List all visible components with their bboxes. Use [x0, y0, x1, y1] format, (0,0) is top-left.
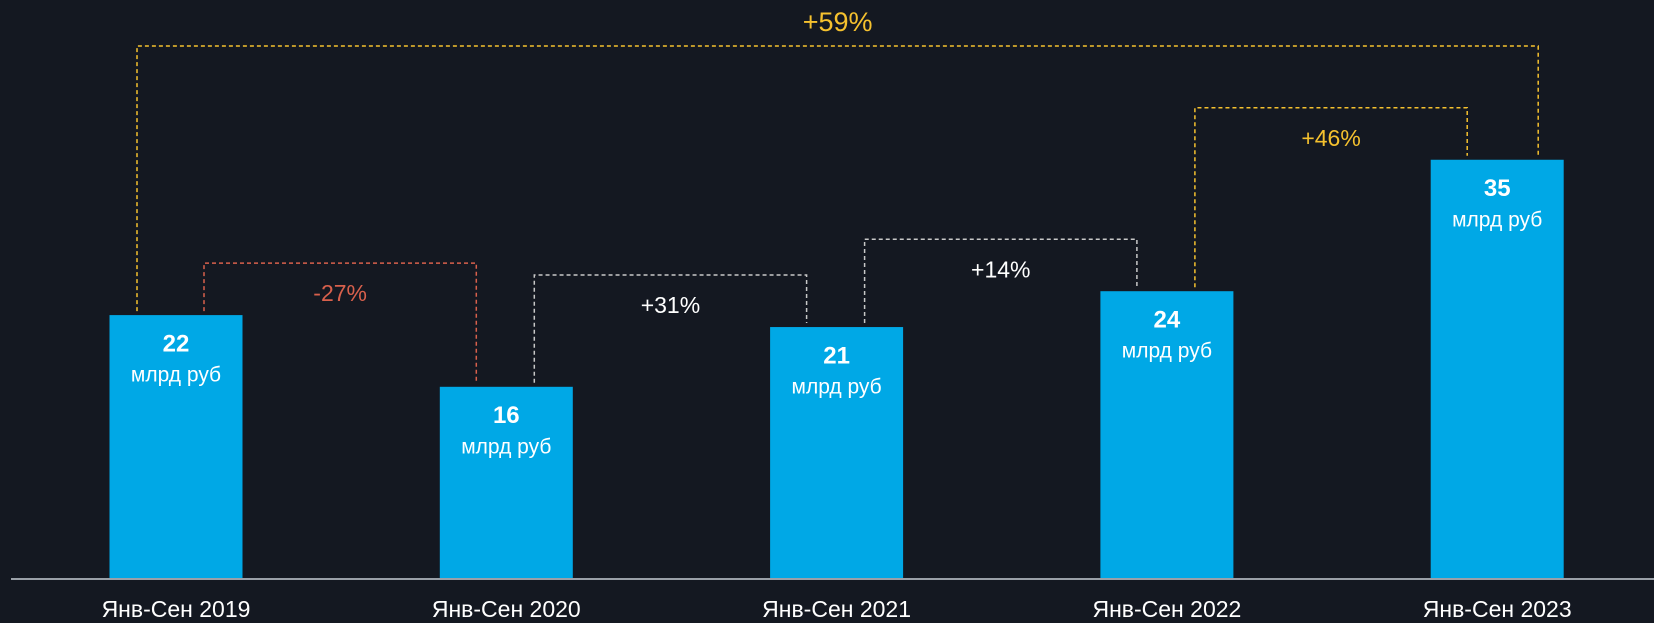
x-tick-label: Янв-Сен 2023 [1423, 596, 1572, 622]
total-change-label: +59% [803, 7, 873, 37]
bar [439, 386, 573, 578]
unit-label: млрд руб [792, 376, 882, 399]
bar [1430, 159, 1564, 578]
change-bracket [203, 262, 478, 383]
x-tick-label: Янв-Сен 2022 [1092, 596, 1241, 622]
bar [770, 327, 904, 578]
unit-label: млрд руб [1452, 208, 1542, 231]
change-bracket [863, 238, 1138, 324]
value-label: 24 [1154, 307, 1181, 334]
value-label: 21 [823, 342, 850, 369]
bar [109, 315, 243, 578]
value-label: 16 [493, 402, 520, 429]
x-tick-label: Янв-Сен 2019 [102, 596, 251, 622]
bar [1100, 291, 1234, 578]
unit-label: млрд руб [461, 435, 551, 458]
x-tick-label: Янв-Сен 2021 [762, 596, 911, 622]
change-bracket [1194, 107, 1468, 288]
value-label: 35 [1484, 175, 1511, 202]
change-label: +14% [971, 256, 1030, 282]
x-tick-label: Янв-Сен 2020 [432, 596, 581, 622]
value-label: 22 [163, 330, 190, 357]
unit-label: млрд руб [1122, 340, 1212, 363]
change-label: -27% [313, 280, 367, 306]
change-label: +46% [1301, 125, 1360, 151]
unit-label: млрд руб [131, 364, 221, 387]
change-label: +31% [641, 292, 700, 318]
